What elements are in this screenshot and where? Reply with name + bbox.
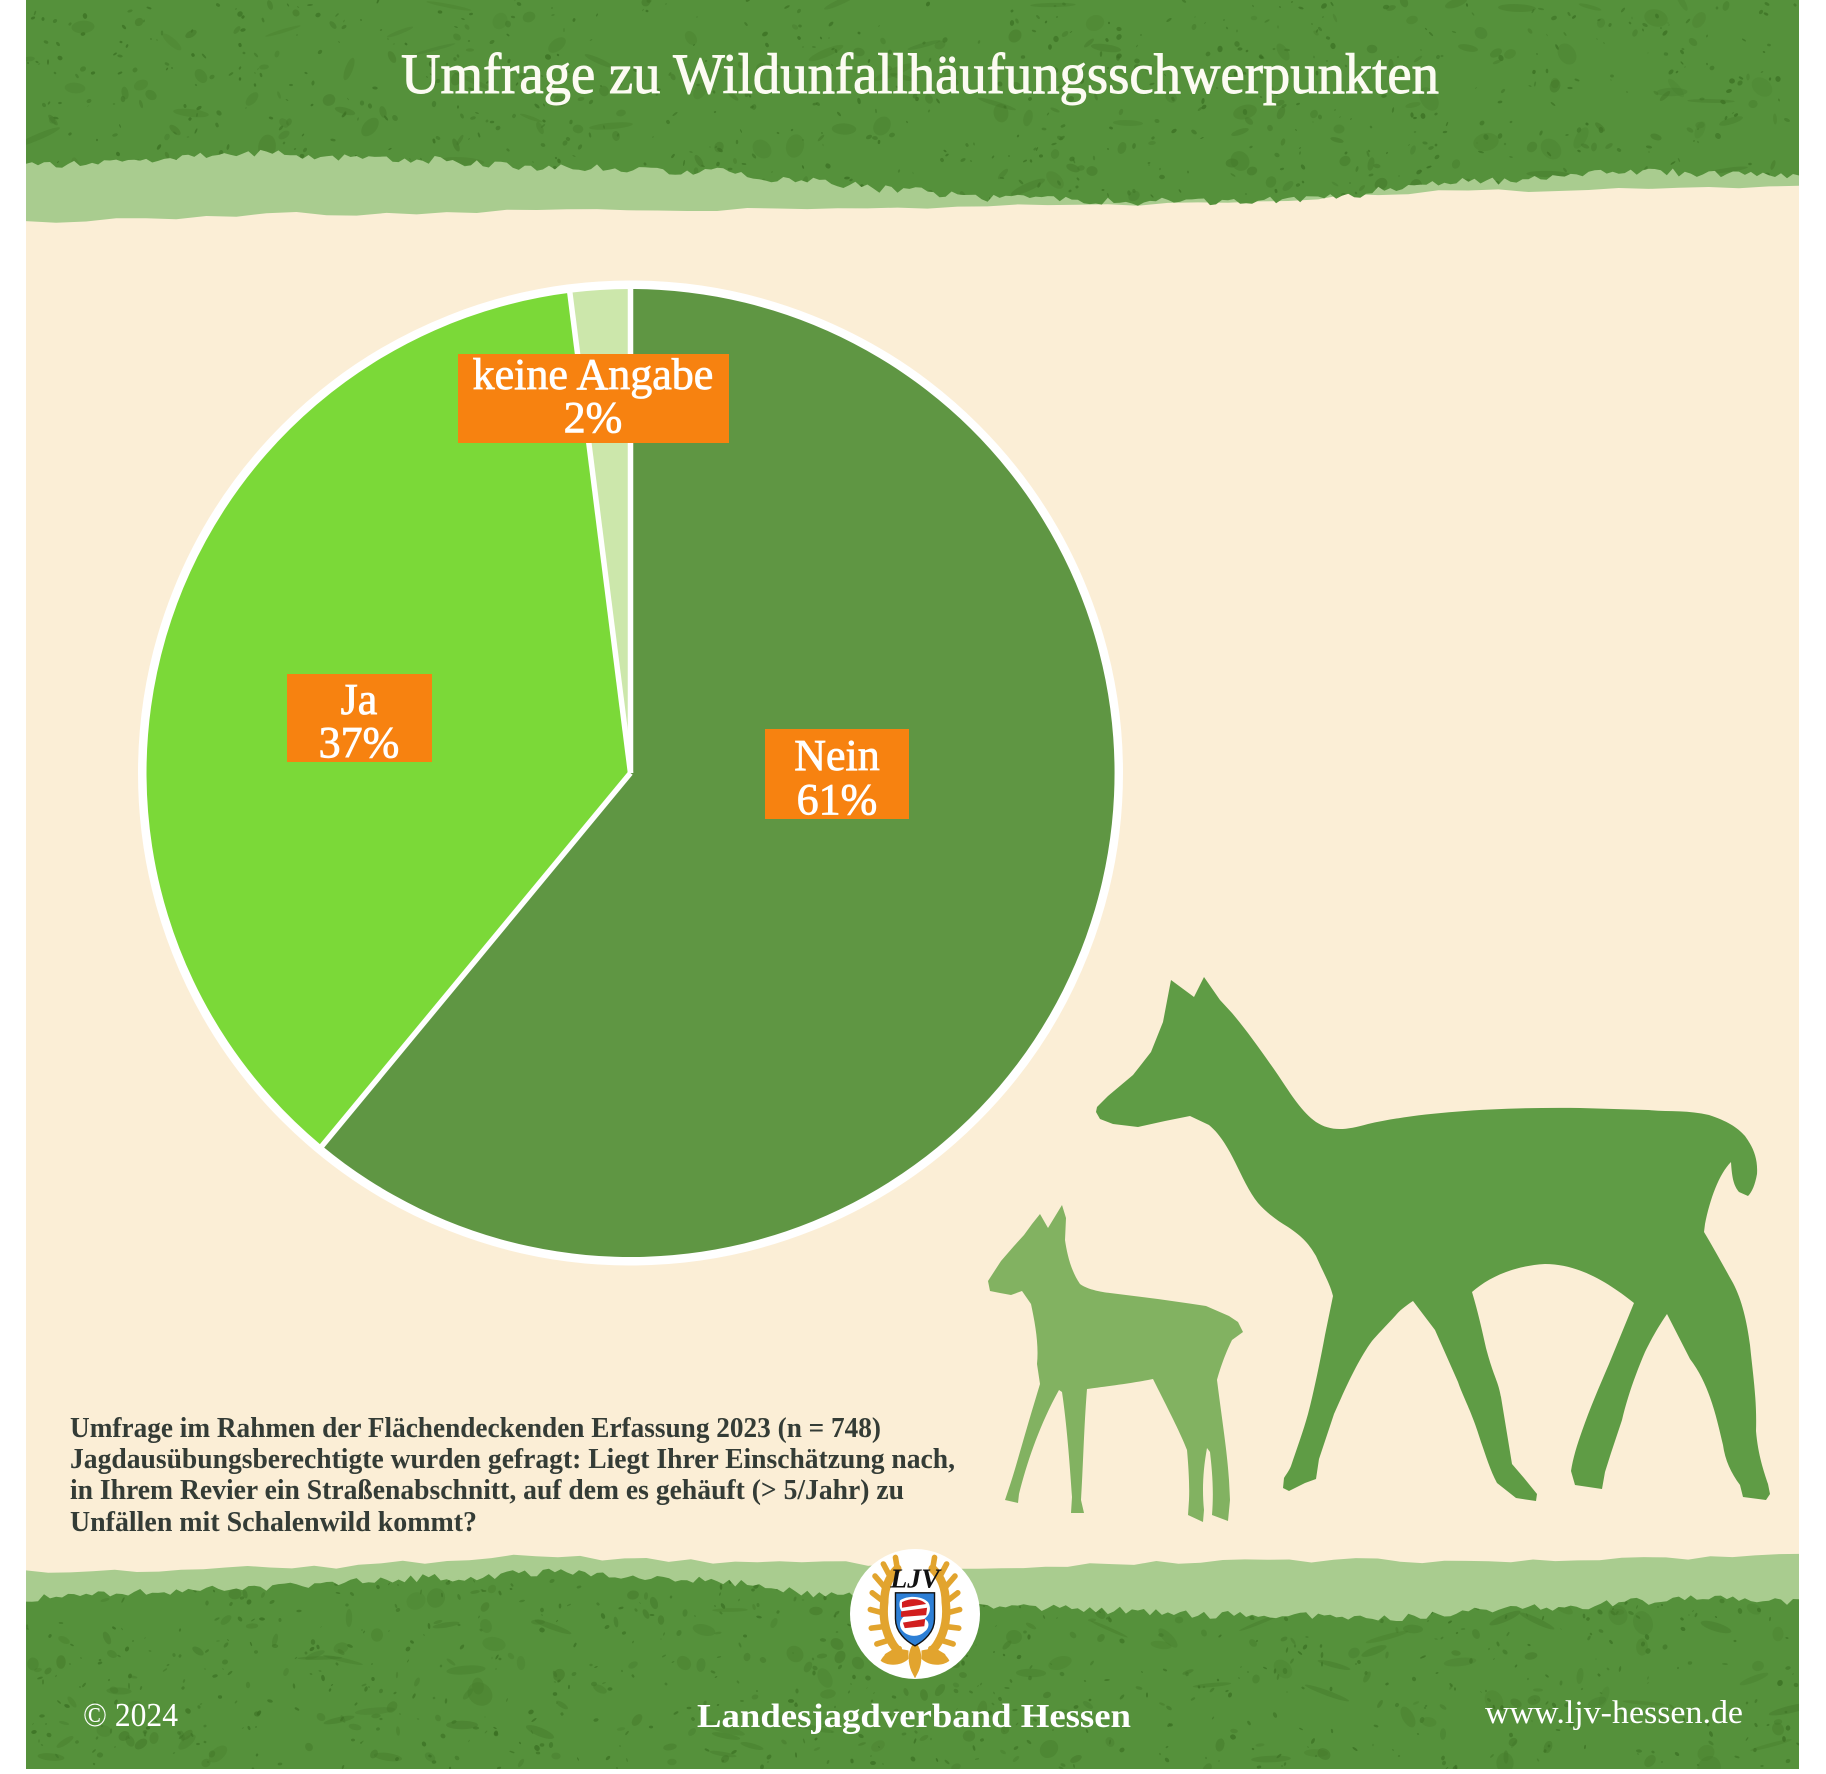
svg-text:Landesjagdverband Hessen: Landesjagdverband Hessen [697, 1698, 1131, 1735]
svg-text:61%: 61% [797, 775, 878, 824]
svg-text:2%: 2% [564, 393, 623, 442]
svg-text:in Ihrem Revier ein Straßenabs: in Ihrem Revier ein Straßenabschnitt, au… [70, 1474, 904, 1506]
svg-text:LJV: LJV [889, 1563, 942, 1594]
svg-text:37%: 37% [319, 718, 400, 767]
svg-text:Ja: Ja [341, 675, 378, 724]
svg-text:Jagdausübungsberechtigte wurde: Jagdausübungsberechtigte wurden gefragt:… [70, 1443, 955, 1475]
svg-text:Nein: Nein [794, 731, 880, 780]
svg-text:Umfrage zu Wildunfallhäufungss: Umfrage zu Wildunfallhäufungsschwerpunkt… [401, 43, 1439, 106]
svg-text:© 2024: © 2024 [83, 1697, 178, 1734]
svg-text:www.ljv-hessen.de: www.ljv-hessen.de [1485, 1695, 1743, 1731]
svg-text:Umfrage im Rahmen der Flächend: Umfrage im Rahmen der Flächendeckenden E… [70, 1412, 881, 1444]
svg-text:keine Angabe: keine Angabe [473, 350, 714, 399]
svg-text:Unfällen mit Schalenwild kommt: Unfällen mit Schalenwild kommt? [70, 1506, 477, 1538]
